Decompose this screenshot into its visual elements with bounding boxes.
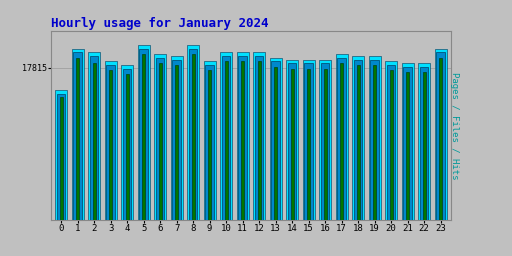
Bar: [138, 45, 150, 220]
Bar: [220, 52, 232, 220]
Bar: [239, 56, 247, 220]
Bar: [336, 54, 348, 220]
Bar: [173, 60, 181, 220]
Bar: [104, 61, 117, 220]
Bar: [288, 63, 296, 220]
Bar: [369, 56, 380, 220]
Text: Hourly usage for January 2024: Hourly usage for January 2024: [51, 17, 269, 29]
Bar: [90, 56, 98, 220]
Bar: [406, 72, 409, 220]
Bar: [435, 49, 446, 220]
Bar: [354, 60, 362, 220]
Bar: [93, 63, 96, 220]
Bar: [319, 60, 331, 220]
Bar: [423, 72, 425, 220]
Bar: [274, 67, 277, 220]
Bar: [170, 56, 183, 220]
Bar: [387, 65, 395, 220]
Bar: [225, 61, 228, 220]
Bar: [123, 69, 132, 220]
Bar: [402, 63, 414, 220]
Bar: [357, 65, 359, 220]
Bar: [390, 70, 393, 220]
Bar: [373, 65, 376, 220]
Bar: [76, 58, 79, 220]
Bar: [72, 49, 83, 220]
Bar: [88, 52, 100, 220]
Bar: [59, 98, 62, 220]
Bar: [73, 52, 82, 220]
Bar: [324, 69, 327, 220]
Bar: [439, 58, 442, 220]
Y-axis label: Pages / Files / Hits: Pages / Files / Hits: [450, 72, 459, 179]
Bar: [271, 61, 280, 220]
Bar: [321, 63, 329, 220]
Bar: [191, 54, 195, 220]
Bar: [159, 63, 162, 220]
Bar: [237, 52, 248, 220]
Bar: [436, 52, 445, 220]
Bar: [109, 70, 112, 220]
Bar: [307, 69, 310, 220]
Bar: [241, 61, 244, 220]
Bar: [420, 67, 429, 220]
Bar: [286, 60, 298, 220]
Bar: [337, 58, 346, 220]
Bar: [291, 69, 293, 220]
Bar: [403, 67, 412, 220]
Bar: [208, 70, 211, 220]
Bar: [255, 56, 263, 220]
Bar: [154, 54, 166, 220]
Bar: [187, 45, 199, 220]
Bar: [370, 60, 379, 220]
Bar: [125, 74, 129, 220]
Bar: [156, 58, 164, 220]
Bar: [57, 94, 66, 220]
Bar: [222, 56, 230, 220]
Bar: [418, 63, 430, 220]
Bar: [139, 49, 148, 220]
Bar: [352, 56, 364, 220]
Bar: [304, 63, 313, 220]
Bar: [340, 63, 343, 220]
Bar: [55, 90, 67, 220]
Bar: [121, 65, 133, 220]
Bar: [258, 61, 261, 220]
Bar: [270, 58, 282, 220]
Bar: [303, 60, 314, 220]
Bar: [175, 65, 178, 220]
Bar: [106, 65, 115, 220]
Bar: [189, 49, 198, 220]
Bar: [204, 61, 216, 220]
Bar: [205, 65, 214, 220]
Bar: [142, 54, 145, 220]
Bar: [385, 61, 397, 220]
Bar: [253, 52, 265, 220]
